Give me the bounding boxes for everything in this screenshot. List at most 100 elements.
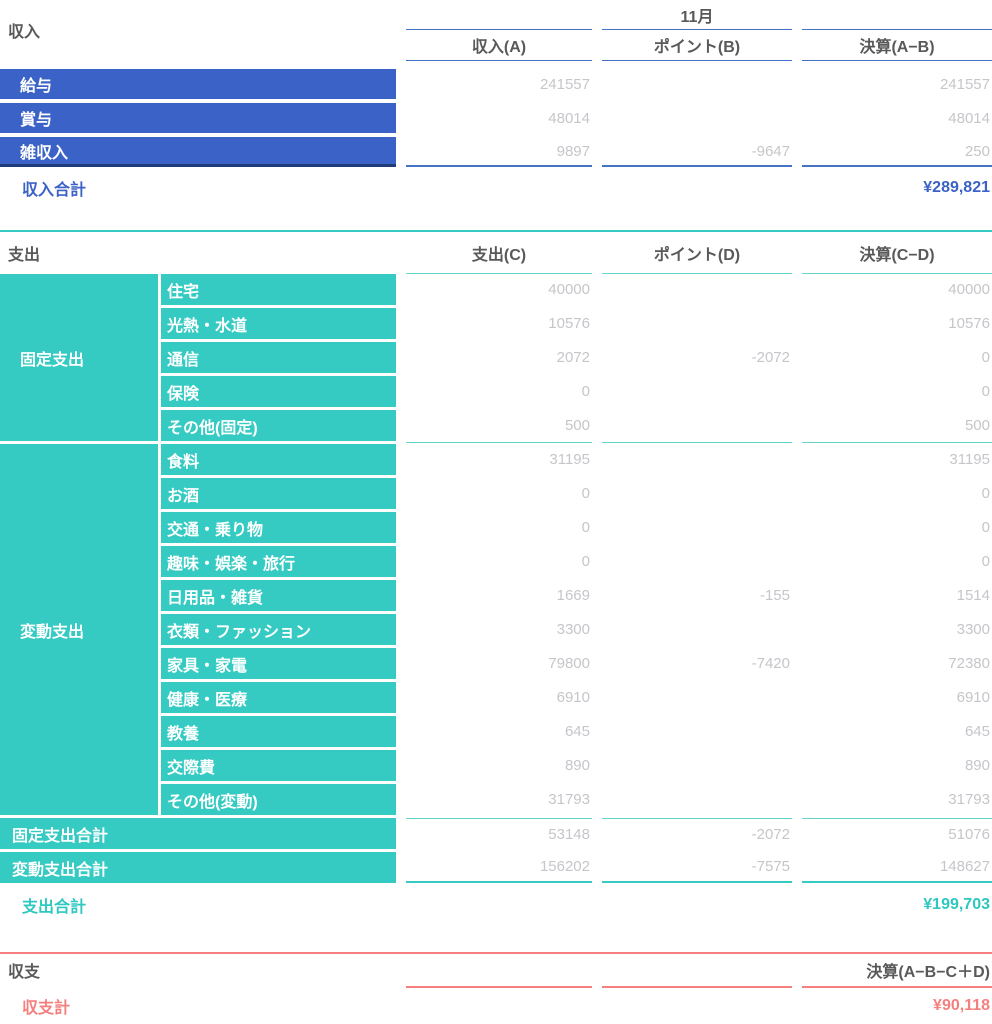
- income-col-a-header: 収入(A): [406, 30, 592, 61]
- expense-column-header-row: 支出 支出(C) ポイント(D) 決算(C−D): [0, 230, 992, 274]
- expense-row: お酒 0 0: [161, 478, 992, 509]
- group-label: 固定支出: [0, 274, 158, 441]
- income-section-label: 収入: [8, 24, 41, 41]
- value-cell-c: 156202: [406, 852, 592, 883]
- income-month-row: 11月: [0, 0, 992, 30]
- expense-col-d-header: ポイント(D): [602, 232, 792, 274]
- income-row-bonus: 賞与 48014 48014: [0, 103, 992, 133]
- value-cell-result: 148627: [802, 852, 992, 883]
- value-cell-d: -7420: [751, 655, 790, 672]
- balance-section: 収支 決算(A−B−C＋D) 収支計 ¥90,118: [0, 952, 992, 1022]
- spacer: [602, 986, 792, 988]
- spacer: [406, 172, 592, 204]
- balance-rule: [0, 986, 992, 989]
- income-col-b-header: ポイント(B): [602, 30, 792, 61]
- value-cell-d: [602, 614, 792, 645]
- row-label: 交通・乗り物: [161, 512, 396, 543]
- variable-expense-group: 変動支出 食料 31195 31195 お酒 0 0 交通・乗り物 0: [0, 444, 992, 815]
- value-cell-c: 53148: [406, 818, 592, 849]
- balance-total-label: 収支計: [22, 1000, 71, 1017]
- group-rows: 住宅 40000 40000 光熱・水道 10576 10576 通信 2072…: [161, 274, 992, 441]
- group-separator: [0, 441, 992, 444]
- expense-row: 交際費 890 890: [161, 750, 992, 781]
- value-cell-d: [602, 478, 792, 509]
- value-cell-d: [602, 376, 792, 407]
- spacer: [406, 990, 592, 1022]
- value-cell-c: 500: [564, 417, 590, 434]
- value-cell-result: 0: [981, 485, 990, 502]
- value-cell-d: [602, 308, 792, 339]
- income-rows: 給与 241557 241557 賞与 48014 48014 雑収入 9897…: [0, 69, 992, 167]
- value-cell-c: 10576: [548, 315, 590, 332]
- value-cell-d: -155: [759, 587, 790, 604]
- value-cell-c: 3300: [556, 621, 590, 638]
- expense-col-c-header: 支出(C): [406, 232, 592, 274]
- value-cell-result: 48014: [948, 109, 990, 127]
- row-label: 光熱・水道: [161, 308, 396, 339]
- spacer: [802, 986, 992, 988]
- row-label: その他(変動): [161, 784, 396, 815]
- value-cell-c: 31195: [549, 451, 590, 468]
- expense-row: 光熱・水道 10576 10576: [161, 308, 992, 339]
- value-cell-result: 31793: [948, 791, 990, 808]
- row-label: 趣味・娯楽・旅行: [161, 546, 396, 577]
- spacer: [406, 986, 592, 988]
- spacer: [602, 889, 792, 921]
- value-cell-d: [602, 274, 792, 305]
- spacer: [602, 172, 792, 204]
- income-row-salary: 給与 241557 241557: [0, 69, 992, 99]
- row-label: 通信: [161, 342, 396, 373]
- income-total-row: 収入合計 ¥289,821: [0, 172, 992, 204]
- value-cell-c: 645: [564, 723, 590, 740]
- value-cell-result: 31195: [949, 451, 990, 468]
- expense-total-value: ¥199,703: [923, 896, 990, 913]
- income-col-result-header: 決算(A−B): [802, 30, 992, 61]
- row-label: 教養: [161, 716, 396, 747]
- month-header: 11月: [602, 0, 792, 30]
- value-cell-d: [602, 716, 792, 747]
- value-cell-d: [602, 784, 792, 815]
- income-row-misc: 雑収入 9897 -9647 250: [0, 137, 992, 167]
- spacer: [406, 442, 592, 443]
- value-cell-c: 79800: [548, 655, 590, 672]
- expense-total-row: 支出合計 ¥199,703: [0, 889, 992, 921]
- value-cell-c: 0: [581, 553, 590, 570]
- row-label: 固定支出合計: [0, 818, 396, 849]
- value-cell-c: 0: [581, 485, 590, 502]
- value-cell-c: 1669: [556, 587, 590, 604]
- row-label: 賞与: [0, 103, 396, 133]
- value-cell-result: 0: [981, 553, 990, 570]
- row-label: 変動支出合計: [0, 852, 396, 883]
- row-label: 食料: [161, 444, 396, 475]
- value-cell-a: 48014: [548, 109, 590, 127]
- spacer: [406, 889, 592, 921]
- value-cell-b: [602, 69, 792, 99]
- income-total-value: ¥289,821: [923, 179, 990, 196]
- value-cell-c: 40000: [548, 281, 590, 298]
- expense-col-result-header: 決算(C−D): [802, 232, 992, 274]
- value-cell-a: 9897: [406, 137, 592, 167]
- value-cell-c: 0: [581, 383, 590, 400]
- spacer: [802, 0, 992, 30]
- row-label: 家具・家電: [161, 648, 396, 679]
- row-label: 保険: [161, 376, 396, 407]
- balance-header-row: 収支 決算(A−B−C＋D): [0, 952, 992, 986]
- value-cell-result: 890: [964, 757, 990, 774]
- row-label: その他(固定): [161, 410, 396, 441]
- value-cell-result: 10576: [948, 315, 990, 332]
- value-cell-result: 0: [981, 349, 990, 366]
- balance-result-column-header: 決算(A−B−C＋D): [866, 964, 990, 981]
- expense-row: 健康・医療 6910 6910: [161, 682, 992, 713]
- income-column-header-row: 収入 収入(A) ポイント(B) 決算(A−B): [0, 24, 992, 61]
- group-label: 変動支出: [0, 444, 158, 815]
- income-section-label-cell: 収入: [0, 24, 396, 61]
- value-cell-c: 2072: [556, 349, 590, 366]
- row-label: 雑収入: [0, 137, 396, 167]
- value-cell-result: 3300: [956, 621, 990, 638]
- spacer: [406, 0, 592, 30]
- expense-section: 支出 支出(C) ポイント(D) 決算(C−D) 固定支出 住宅 40000 4…: [0, 230, 992, 921]
- value-cell-b: -9647: [602, 137, 792, 167]
- value-cell-d: -7575: [602, 852, 792, 883]
- value-cell-d: [602, 546, 792, 577]
